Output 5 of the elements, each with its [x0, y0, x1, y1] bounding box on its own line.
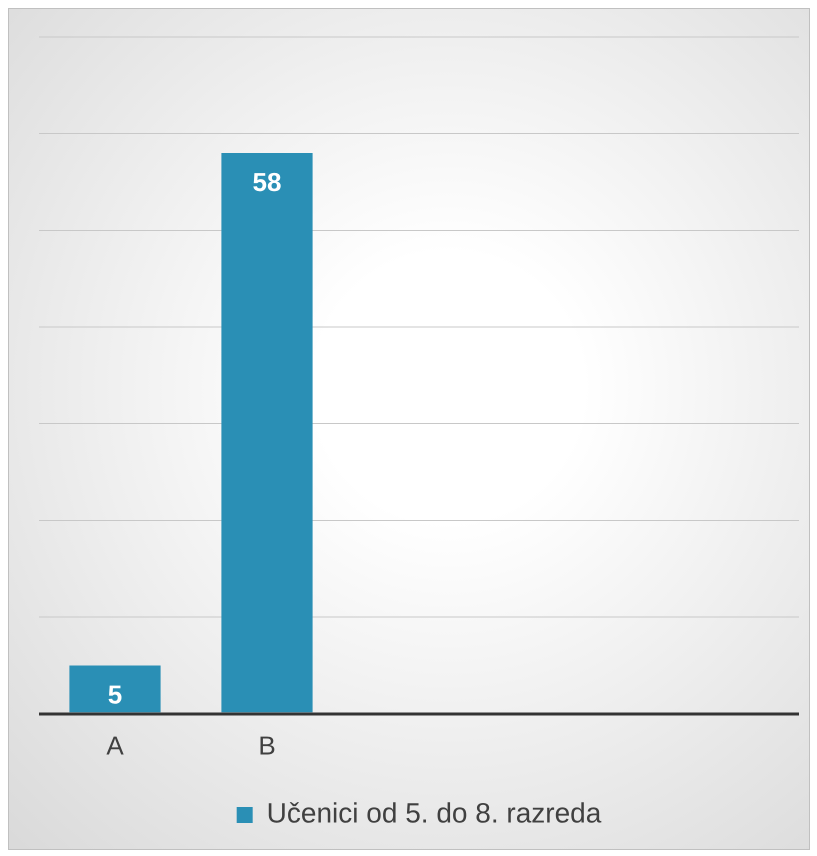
x-tick-label: A	[106, 730, 124, 761]
data-label: 58	[252, 167, 282, 198]
x-tick-label: B	[258, 730, 276, 761]
data-label: 5	[108, 680, 122, 710]
legend-label: Učenici od 5. do 8. razreda	[266, 798, 602, 829]
